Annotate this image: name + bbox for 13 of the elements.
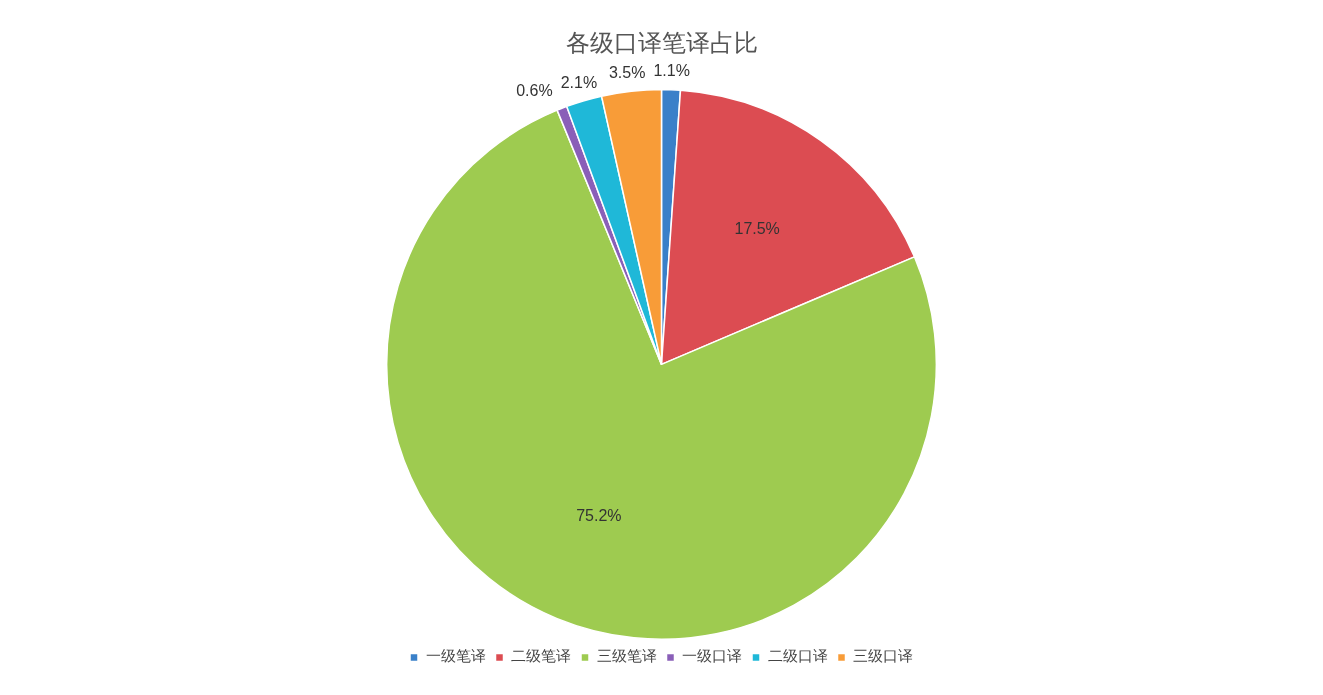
legend-label: 三级口译 — [853, 647, 913, 666]
legend-label: 二级口译 — [767, 647, 828, 666]
data-label: 1.1% — [653, 62, 690, 80]
chart-title: 各级口译笔译占比 — [565, 28, 758, 57]
data-label: 17.5% — [734, 220, 780, 238]
data-label: 75.2% — [576, 507, 622, 525]
legend-label: 三级笔译 — [596, 647, 657, 666]
legend-label: 二级笔译 — [511, 647, 571, 666]
data-label: 0.6% — [516, 81, 553, 99]
legend-label: 一级笔译 — [425, 647, 486, 666]
data-label: 3.5% — [608, 63, 646, 81]
data-label: 2.1% — [560, 73, 598, 91]
legend-label: 一级口译 — [682, 647, 742, 666]
